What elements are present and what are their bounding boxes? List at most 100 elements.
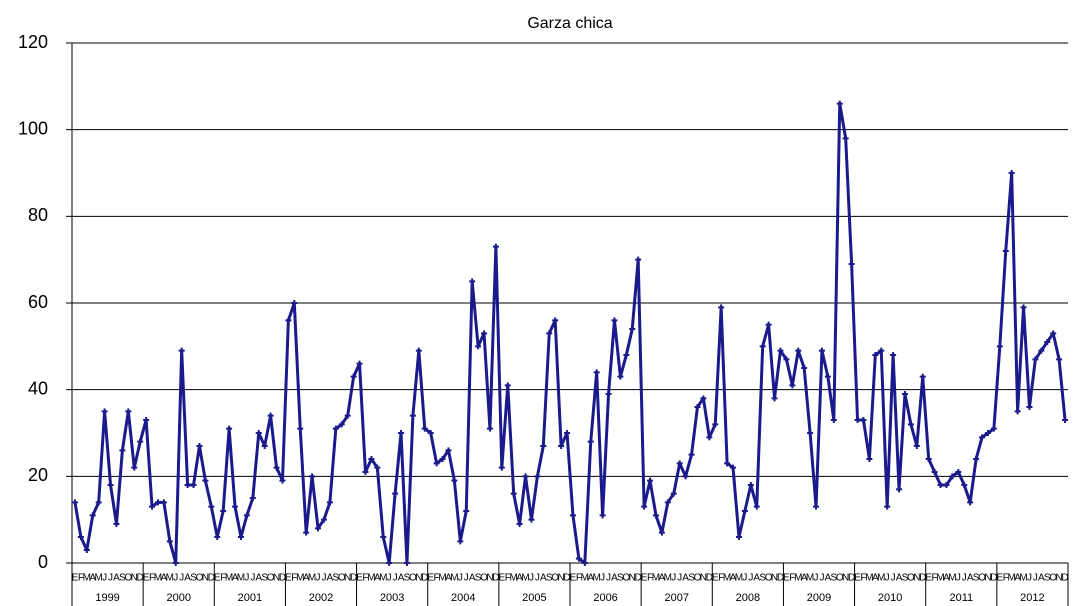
x-tick-label: J: [748, 573, 753, 584]
x-tick-label: M: [1019, 573, 1027, 584]
x-tick-label: O: [551, 573, 559, 584]
data-point: [813, 503, 820, 510]
x-tick-label: F: [576, 573, 582, 584]
data-point: [409, 412, 416, 419]
year-label: 2005: [522, 592, 546, 604]
x-tick-label: O: [124, 573, 132, 584]
data-point: [131, 464, 138, 471]
data-point: [641, 503, 648, 510]
y-tick-label: 100: [18, 118, 48, 138]
data-point: [907, 421, 914, 428]
x-tick-label: A: [255, 573, 262, 584]
x-tick-label: E: [214, 573, 221, 584]
data-point: [356, 360, 363, 367]
x-tick-label: E: [996, 573, 1003, 584]
x-tick-label: M: [95, 573, 103, 584]
data-point: [386, 560, 393, 566]
data-point: [753, 503, 760, 510]
x-tick-label: J: [387, 573, 392, 584]
data-point: [178, 347, 185, 354]
data-point: [1020, 304, 1027, 311]
x-tick-label: J: [891, 573, 896, 584]
x-tick-label: A: [753, 573, 760, 584]
x-tick-label: N: [1055, 573, 1062, 584]
data-point: [629, 326, 636, 332]
x-tick-label: N: [984, 573, 991, 584]
x-tick-label: E: [783, 573, 790, 584]
x-tick-label: O: [267, 573, 275, 584]
x-tick-label: S: [1044, 573, 1051, 584]
x-tick-label: M: [367, 573, 375, 584]
x-tick-label: F: [647, 573, 653, 584]
data-line: [73, 102, 1067, 565]
data-point: [184, 482, 191, 488]
x-tick-label: D: [990, 573, 997, 584]
x-tick-label: A: [327, 573, 334, 584]
data-point: [818, 347, 825, 354]
x-tick-label: M: [1008, 573, 1016, 584]
x-tick-label: M: [948, 573, 956, 584]
data-point: [1014, 408, 1021, 415]
data-point: [196, 443, 203, 449]
x-tick-label: M: [794, 573, 802, 584]
data-point: [635, 256, 642, 263]
data-point: [433, 460, 440, 467]
data-point: [860, 417, 867, 423]
x-tick-label: A: [967, 573, 974, 584]
x-tick-label: F: [362, 573, 368, 584]
data-point: [421, 425, 428, 432]
data-point: [866, 456, 873, 462]
data-point: [113, 521, 120, 527]
data-point: [95, 499, 102, 506]
data-point: [344, 412, 351, 419]
x-tick-label: J: [108, 573, 113, 584]
data-point: [540, 443, 547, 449]
data-point: [451, 477, 458, 484]
data-point: [575, 555, 582, 562]
data-point: [279, 477, 286, 484]
x-tick-label: O: [1049, 573, 1057, 584]
data-point: [759, 343, 766, 350]
data-point: [777, 347, 784, 354]
data-point: [599, 512, 606, 519]
data-point: [658, 529, 665, 536]
data-point: [291, 300, 298, 306]
data-point: [332, 425, 339, 432]
data-point: [498, 464, 505, 471]
data-point: [166, 538, 173, 545]
data-point: [973, 456, 980, 462]
data-point: [504, 382, 511, 389]
data-point: [154, 499, 161, 506]
data-point: [670, 490, 677, 497]
x-tick-label: F: [1003, 573, 1009, 584]
x-tick-label: A: [113, 573, 120, 584]
data-point: [984, 430, 991, 436]
x-tick-label: O: [694, 573, 702, 584]
data-point: [587, 438, 594, 445]
x-tick-label: A: [730, 573, 737, 584]
year-label: 1999: [95, 592, 119, 604]
x-tick-label: A: [516, 573, 523, 584]
x-tick-label: O: [765, 573, 773, 584]
x-tick-label: M: [664, 573, 672, 584]
data-point: [842, 135, 849, 142]
year-label: 2002: [309, 592, 333, 604]
year-label: 2003: [380, 592, 404, 604]
x-tick-label: O: [836, 573, 844, 584]
x-tick-label: M: [593, 573, 601, 584]
data-point: [546, 330, 553, 337]
data-point: [374, 464, 381, 471]
data-point: [593, 369, 600, 376]
x-tick-label: D: [706, 573, 713, 584]
x-tick-label: F: [718, 573, 724, 584]
year-label: 2011: [949, 592, 973, 604]
x-tick-label: F: [932, 573, 938, 584]
x-tick-label: O: [338, 573, 346, 584]
data-point: [534, 473, 541, 480]
data-point: [297, 425, 304, 432]
data-point: [1026, 404, 1033, 410]
x-tick-label: J: [529, 573, 534, 584]
x-tick-label: F: [789, 573, 795, 584]
x-tick-label: N: [842, 573, 849, 584]
x-tick-label: J: [102, 573, 107, 584]
